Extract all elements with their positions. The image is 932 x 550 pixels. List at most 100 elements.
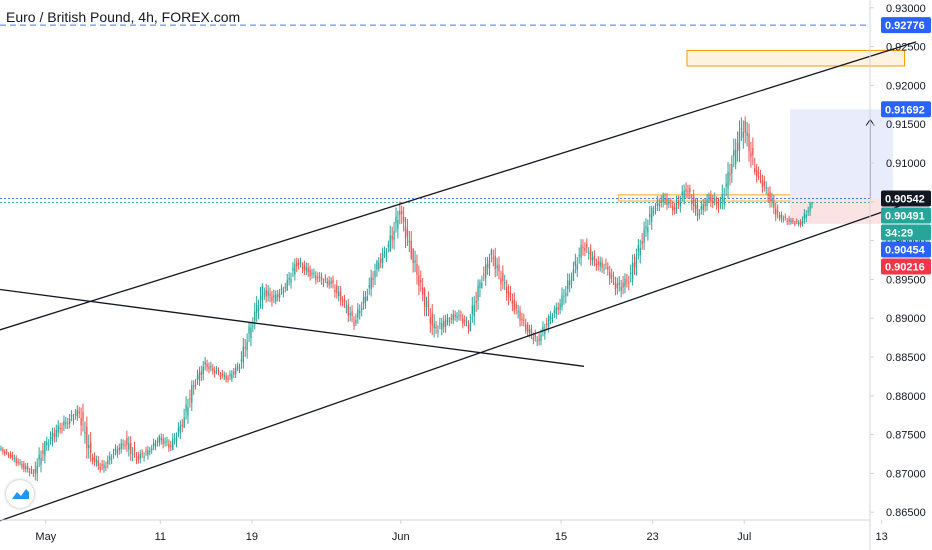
candle-body (591, 257, 594, 261)
candle-body (702, 204, 704, 211)
candle-body (717, 203, 720, 208)
descending-line (0, 288, 585, 367)
candle-body (168, 443, 170, 448)
candle-body (271, 297, 273, 302)
candle-body (757, 172, 760, 175)
price-badge (881, 101, 931, 118)
candle-body (110, 458, 113, 460)
candle-body (290, 278, 292, 283)
candle-body (385, 253, 388, 257)
candle-body (473, 305, 475, 317)
price-badge-label: 0.90542 (885, 194, 925, 206)
candle-body (65, 422, 67, 424)
candle-body (315, 275, 317, 280)
candle-body (534, 334, 536, 337)
candle-body (414, 260, 416, 263)
candle-body (194, 384, 197, 386)
candle-body (204, 361, 206, 365)
candle-body (794, 223, 796, 225)
candle-body (282, 291, 285, 294)
candle-body (202, 366, 204, 375)
candle-body (811, 203, 813, 205)
candle-body (805, 214, 807, 218)
candle-body (610, 274, 613, 277)
candle-body (244, 347, 246, 349)
candle-body (502, 273, 504, 282)
candle-body (351, 311, 353, 317)
candle-body (19, 462, 21, 464)
candle-body (332, 279, 334, 283)
candle-body (647, 227, 649, 233)
candle-body (109, 456, 111, 461)
candle-body (143, 456, 145, 458)
candle-body (538, 338, 540, 341)
candle-body (126, 437, 128, 445)
candle-body (366, 296, 369, 301)
x-tick-label: 23 (647, 531, 659, 543)
candle-body (504, 282, 506, 284)
candle-body (32, 472, 35, 474)
candle-body (101, 464, 103, 467)
candle-body (803, 213, 806, 220)
candle-body (521, 318, 523, 321)
candle-body (416, 264, 418, 275)
candle-body (154, 443, 157, 447)
candle-body (635, 257, 638, 268)
candle-body (55, 430, 57, 437)
candle-body (607, 266, 609, 270)
candle-body (517, 310, 519, 313)
candle-body (479, 282, 481, 289)
candle-body (458, 314, 460, 316)
candle-body (750, 152, 752, 158)
candle-body (742, 131, 744, 138)
candle-body (49, 436, 52, 440)
candle-body (616, 283, 619, 289)
candle-body (120, 443, 122, 450)
candle-body (200, 371, 202, 376)
candle-body (425, 306, 428, 308)
candle-body (523, 319, 525, 321)
tradingview-logo-icon[interactable] (6, 480, 34, 508)
candle-body (257, 308, 260, 311)
candle-body (67, 423, 69, 425)
candle-body (401, 211, 403, 215)
candle-body (141, 453, 143, 455)
candle-body (252, 326, 254, 328)
candle-body (391, 235, 393, 240)
candle-body (13, 457, 15, 460)
candle-body (406, 228, 409, 237)
y-tick-label: 0.87500 (886, 430, 926, 442)
candle-body (273, 295, 275, 298)
candle-body (679, 202, 681, 207)
candle-body (694, 204, 697, 210)
price-badge (881, 258, 931, 275)
candle-body (152, 442, 155, 447)
candle-body (217, 370, 220, 373)
candle-body (399, 210, 401, 215)
candle-body (368, 285, 370, 288)
candle-body (63, 420, 65, 426)
candle-body (147, 449, 149, 456)
candle-body (410, 240, 412, 259)
price-badge-label: 0.92776 (885, 20, 925, 32)
candle-body (551, 317, 554, 319)
candle-body (374, 270, 376, 278)
candle-body (748, 134, 750, 152)
candle-body (612, 277, 615, 279)
candle-body (471, 306, 473, 314)
candle-body (599, 261, 601, 267)
x-tick-label: 13 (876, 531, 888, 543)
chart-title: Euro / British Pound, 4h, FOREX.com (6, 9, 240, 25)
candle-body (330, 281, 332, 285)
candle-body (433, 323, 435, 329)
candle-body (530, 329, 533, 335)
candle-body (318, 276, 321, 278)
candle-body (250, 327, 252, 338)
candle-body (305, 267, 307, 271)
candle-body (364, 296, 367, 303)
candle-body (519, 311, 521, 321)
candle-body (494, 255, 496, 270)
candle-body (196, 375, 199, 379)
